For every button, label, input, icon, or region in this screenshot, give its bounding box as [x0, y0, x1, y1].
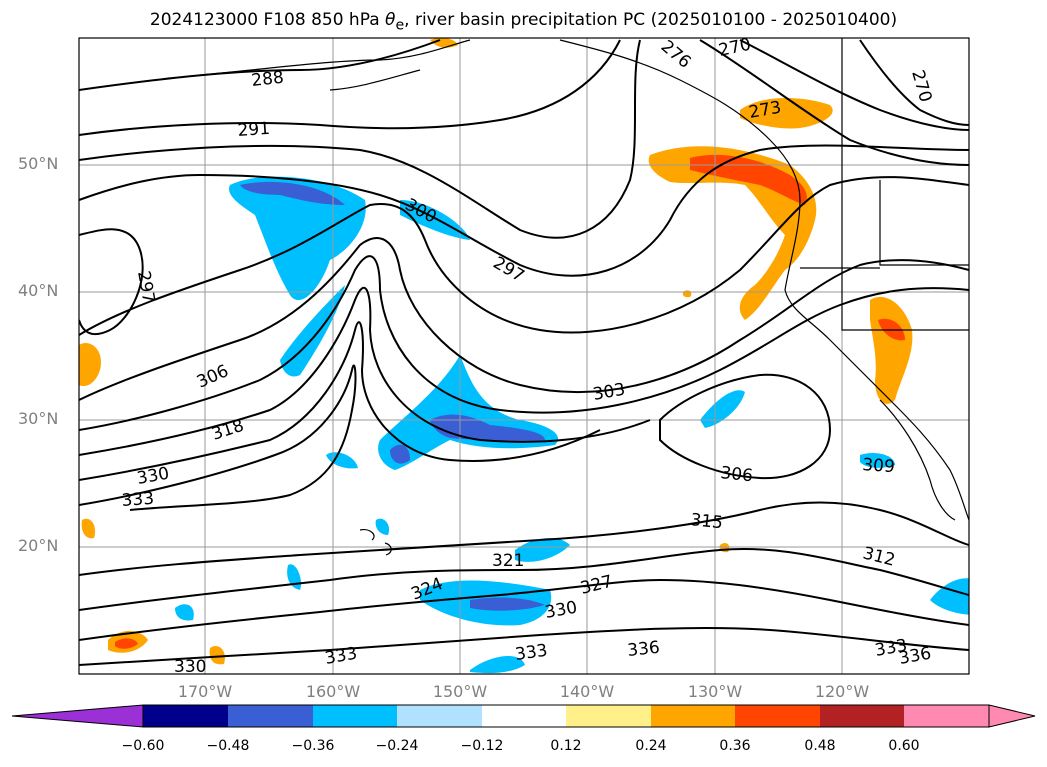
graticule — [79, 38, 969, 674]
contour-label: 297 — [133, 269, 158, 304]
contour-label: 327 — [578, 572, 614, 599]
contour-label: 270 — [907, 68, 935, 105]
map-plot-area — [79, 38, 969, 674]
lat-tick-label: 50°N — [18, 154, 59, 173]
colorbar-cell — [11, 704, 144, 728]
contour-label: 330 — [543, 598, 578, 623]
colorbar-cell — [143, 705, 228, 727]
colorbar-cell — [482, 705, 566, 727]
lat-tick-label: 40°N — [18, 281, 59, 300]
colorbar-cell — [988, 704, 1036, 728]
colorbar-tick-label: 0.24 — [635, 738, 667, 754]
colorbar-cell — [397, 705, 482, 727]
colorbar-cell — [566, 705, 651, 727]
colorbar-tick-label: 0.60 — [888, 738, 920, 754]
lon-tick-label: 160°W — [305, 682, 361, 701]
lon-tick-label: 170°W — [177, 682, 233, 701]
colorbar-tick-label: −0.12 — [460, 738, 504, 754]
colorbar-cell — [735, 705, 820, 727]
contour-label: 321 — [492, 551, 524, 571]
colorbar-tick-label: −0.48 — [206, 738, 250, 754]
contour-label: 336 — [626, 638, 660, 661]
positive-pc-shading — [79, 38, 913, 665]
lat-tick-label: 30°N — [18, 409, 59, 428]
contour-label: 330 — [135, 464, 170, 489]
lon-tick-label: 120°W — [814, 682, 870, 701]
map-frame — [78, 37, 970, 675]
colorbar-cell — [651, 705, 735, 727]
lat-tick-label: 20°N — [18, 536, 59, 555]
colorbar-cell — [313, 705, 397, 727]
colorbar-outline — [142, 704, 990, 728]
colorbar-tick-label: 0.48 — [804, 738, 836, 754]
contour-label: 306 — [194, 361, 232, 392]
contour-label: 306 — [719, 463, 753, 486]
lon-tick-label: 150°W — [432, 682, 488, 701]
contour-label-group: 288 291 297 300 297 306 318 330 333 303 … — [121, 35, 935, 677]
colorbar-cell — [820, 705, 904, 727]
contour-label: 291 — [237, 119, 271, 141]
lon-tick-label: 130°W — [687, 682, 743, 701]
contour-label: 315 — [689, 510, 723, 533]
colorbar-cell — [228, 705, 313, 727]
colorbar-cell — [904, 705, 989, 727]
contour-label: 288 — [250, 68, 284, 91]
colorbar — [11, 704, 1036, 728]
colorbar-tick-label: −0.36 — [291, 738, 335, 754]
negative-pc-shading — [175, 176, 969, 674]
colorbar-tick-label: 0.36 — [719, 738, 751, 754]
theta-e-contours — [79, 39, 969, 666]
contour-label: 333 — [323, 644, 358, 669]
coastlines — [199, 38, 969, 556]
contour-label: 330 — [174, 657, 206, 677]
contour-label: 333 — [514, 641, 549, 665]
contour-label: 309 — [862, 455, 896, 477]
contour-label: 297 — [490, 253, 528, 287]
map-title: 2024123000 F108 850 hPa θe, river basin … — [149, 10, 898, 34]
lon-tick-label: 140°W — [559, 682, 615, 701]
contour-label: 303 — [591, 380, 626, 405]
colorbar-tick-label: −0.60 — [121, 738, 165, 754]
colorbar-tick-label: −0.24 — [375, 738, 419, 754]
contour-label: 333 — [121, 489, 155, 511]
contour-label: 276 — [657, 37, 695, 73]
colorbar-tick-label: 0.12 — [550, 738, 582, 754]
